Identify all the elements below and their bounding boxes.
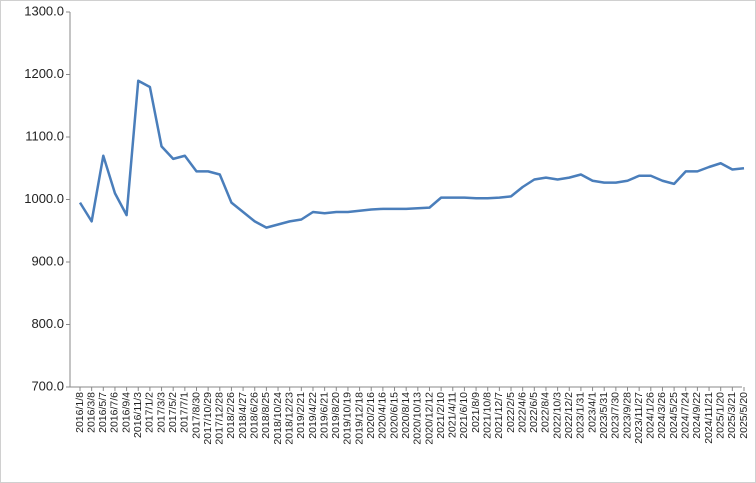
x-tick-label: 2019/6/21 (318, 392, 330, 439)
x-tick-label: 2016/5/7 (97, 392, 109, 433)
x-tick-label: 2023/1/31 (575, 392, 587, 439)
x-tick-label: 2021/2/10 (435, 392, 447, 439)
y-tick-label: 1000.0 (24, 191, 64, 206)
x-tick-label: 2023/9/28 (621, 392, 633, 439)
x-tick-label: 2022/10/3 (551, 392, 563, 439)
x-tick-label: 2022/8/4 (540, 392, 552, 433)
y-tick-label: 800.0 (31, 316, 64, 331)
x-tick-label: 2018/4/27 (237, 392, 249, 439)
x-tick-label: 2018/12/23 (283, 392, 295, 445)
x-tick-label: 2021/6/10 (458, 392, 470, 439)
x-tick-label: 2024/5/25 (668, 392, 680, 439)
x-tick-label: 2016/7/6 (109, 392, 121, 433)
x-tick-label: 2016/11/3 (132, 392, 144, 438)
x-tick-label: 2017/10/29 (202, 392, 214, 445)
x-tick-label: 2017/8/30 (190, 392, 202, 439)
x-tick-label: 2020/8/14 (400, 392, 412, 439)
x-tick-label: 2020/6/15 (388, 392, 400, 439)
x-tick-label: 2024/11/21 (703, 392, 715, 444)
y-tick-label: 1200.0 (24, 66, 64, 81)
x-tick-label: 2023/5/31 (598, 392, 610, 439)
x-tick-label: 2025/1/20 (714, 392, 726, 439)
x-tick-label: 2024/3/26 (656, 392, 668, 439)
x-tick-label: 2017/1/2 (144, 392, 156, 433)
x-tick-label: 2024/7/24 (680, 392, 692, 439)
y-tick-label: 700.0 (31, 378, 64, 393)
x-tick-label: 2022/2/5 (505, 392, 517, 433)
x-tick-label: 2019/12/18 (353, 392, 365, 445)
x-tick-label: 2020/2/16 (365, 392, 377, 439)
x-tick-label: 2020/10/13 (412, 392, 424, 445)
x-tick-label: 2022/4/6 (516, 392, 528, 433)
x-tick-label: 2021/12/7 (493, 392, 505, 439)
x-tick-label: 2018/2/26 (225, 392, 237, 439)
x-tick-label: 2020/4/16 (377, 392, 389, 439)
x-tick-label: 2025/5/20 (738, 392, 750, 439)
x-tick-label: 2019/2/21 (295, 392, 307, 439)
x-tick-label: 2023/11/27 (633, 392, 645, 444)
x-tick-label: 2024/9/22 (691, 392, 703, 439)
x-tick-label: 2017/7/1 (179, 392, 191, 433)
x-tick-label: 2024/1/26 (645, 392, 657, 439)
x-tick-label: 2018/6/26 (249, 392, 261, 439)
x-tick-label: 2023/4/1 (586, 392, 598, 433)
x-tick-label: 2016/9/4 (120, 392, 132, 433)
x-tick-label: 2019/8/20 (330, 392, 342, 439)
x-tick-label: 2017/5/2 (167, 392, 179, 433)
y-tick-label: 1100.0 (25, 128, 64, 143)
x-tick-label: 2020/12/12 (423, 392, 435, 445)
x-tick-label: 2019/4/22 (307, 392, 319, 439)
y-tick-label: 1300.0 (24, 3, 64, 18)
x-tick-label: 2021/10/8 (482, 392, 494, 439)
x-tick-label: 2021/4/11 (447, 392, 459, 438)
x-tick-label: 2023/7/30 (610, 392, 622, 439)
x-tick-label: 2025/3/21 (726, 392, 738, 439)
x-tick-label: 2017/12/28 (214, 392, 226, 445)
x-tick-label: 2022/6/5 (528, 392, 540, 433)
x-tick-label: 2016/3/8 (85, 392, 97, 433)
x-tick-label: 2022/12/2 (563, 392, 575, 439)
x-tick-label: 2021/8/9 (470, 392, 482, 433)
x-tick-label: 2018/8/25 (260, 392, 272, 439)
x-tick-label: 2017/3/3 (155, 392, 167, 433)
x-tick-label: 2016/1/8 (74, 392, 86, 433)
x-tick-label: 2019/10/19 (342, 392, 354, 445)
x-tick-label: 2018/10/24 (272, 392, 284, 445)
y-tick-label: 900.0 (31, 253, 64, 268)
data-line (78, 79, 745, 229)
